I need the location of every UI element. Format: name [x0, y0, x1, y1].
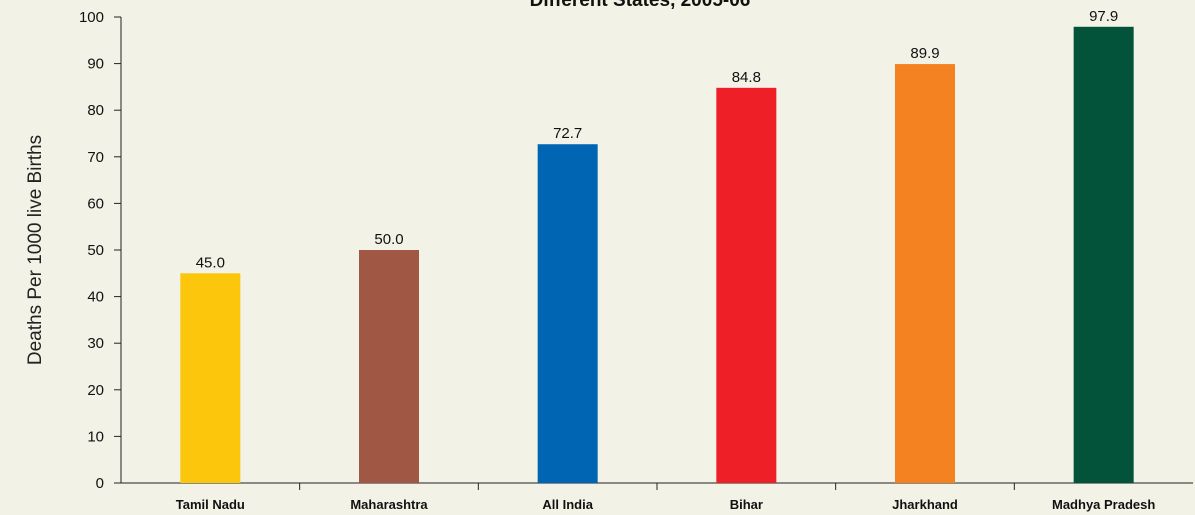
y-tick-label: 90 [87, 56, 104, 73]
value-label: 72.7 [553, 125, 582, 142]
bar-all-india [537, 144, 598, 483]
bar-tamil-nadu [180, 273, 241, 483]
bar-madhya-pradesh [1073, 26, 1134, 483]
y-tick-label: 100 [79, 9, 104, 26]
bar-maharashtra [359, 250, 419, 483]
x-ticks: Tamil Nadu Maharashtra All India Bihar Jhark… [176, 483, 1155, 512]
y-tick-label: 30 [87, 335, 104, 352]
y-ticks: 0 10 20 30 40 50 60 70 80 90 100 [79, 9, 121, 492]
y-tick-label: 40 [87, 289, 104, 306]
y-tick-label: 80 [87, 102, 104, 119]
y-tick-label: 10 [87, 428, 104, 445]
chart-title: Different States, 2005-06 [530, 0, 751, 11]
y-tick-label: 70 [87, 149, 104, 166]
y-axis-label: Deaths Per 1000 live Births [25, 135, 46, 365]
x-tick-label: Madhya Pradesh [1052, 497, 1155, 512]
x-tick-label: Tamil Nadu [176, 497, 245, 512]
x-tick-label: Bihar [730, 497, 763, 512]
value-label: 84.8 [732, 69, 761, 86]
y-tick-label: 0 [96, 475, 104, 492]
value-label: 45.0 [196, 254, 225, 271]
x-tick-label: All India [542, 497, 593, 512]
y-tick-label: 20 [87, 382, 104, 399]
bar-bihar [716, 87, 777, 483]
value-labels: 45.0 50.0 72.7 84.8 89.9 97.9 [196, 8, 1119, 272]
value-label: 50.0 [374, 231, 403, 248]
x-tick-label: Maharashtra [350, 497, 428, 512]
bar-jharkhand [895, 64, 955, 483]
axes [120, 17, 1193, 484]
value-label: 97.9 [1089, 8, 1118, 25]
value-label: 89.9 [910, 45, 939, 62]
bars [180, 26, 1134, 483]
x-tick-label: Jharkhand [892, 497, 958, 512]
y-tick-label: 60 [87, 195, 104, 212]
y-tick-label: 50 [87, 242, 104, 259]
